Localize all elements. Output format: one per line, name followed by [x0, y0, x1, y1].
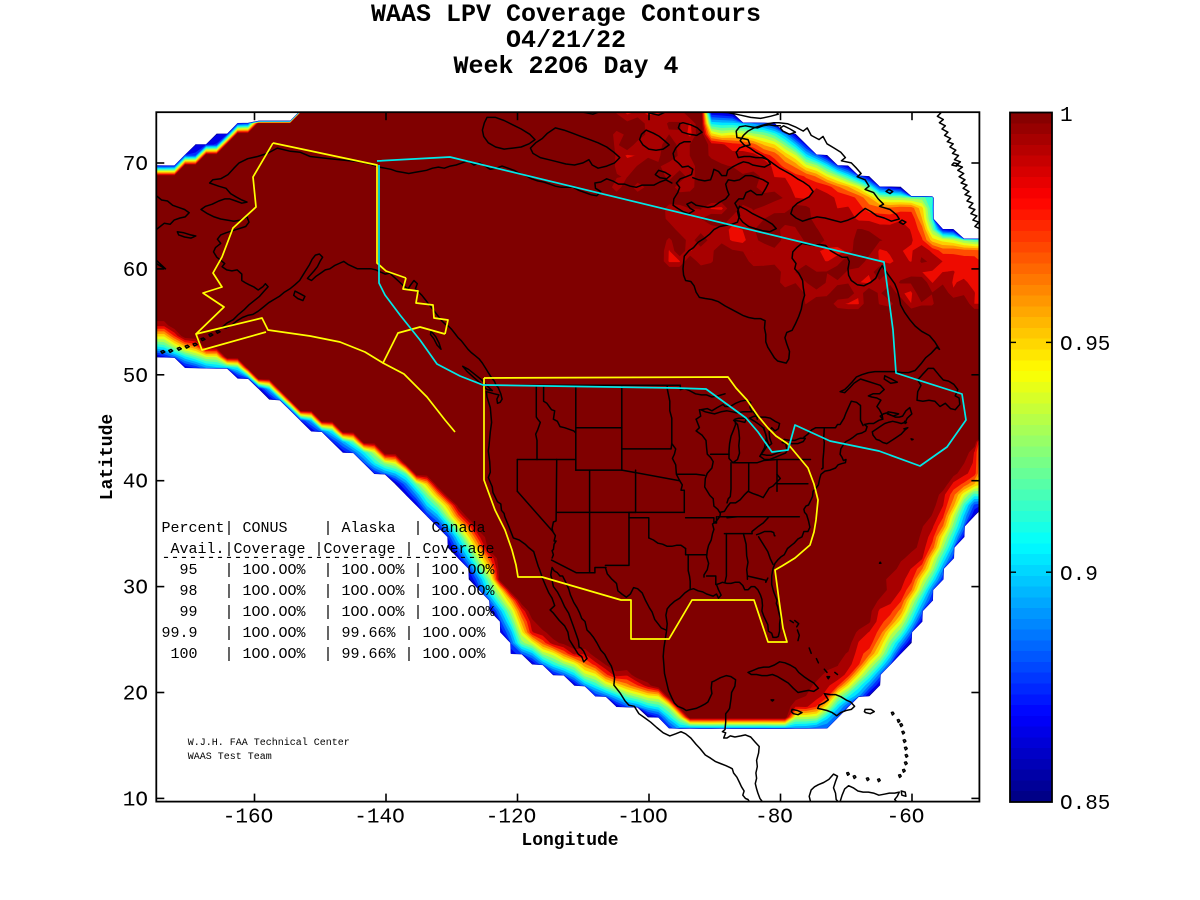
svg-text:-14O: -14O [354, 807, 404, 830]
svg-text:W.J.H. FAA Technical Center: W.J.H. FAA Technical Center [188, 737, 350, 749]
svg-text:WAAS LPV Coverage Contours: WAAS LPV Coverage Contours [371, 0, 761, 29]
svg-text:99 | 1OO.OO% | 1OO.OO% | 1O: 99 | 1OO.OO% | 1OO.OO% | 1OO.OO% [162, 604, 496, 621]
svg-text:-12O: -12O [486, 807, 536, 830]
svg-text:Percent| CONUS | Alaska |: Percent| CONUS | Alaska | Canada [162, 520, 486, 537]
svg-text:-16O: -16O [223, 807, 273, 830]
svg-text:O.85: O.85 [1060, 793, 1110, 816]
svg-text:5O: 5O [123, 366, 148, 389]
svg-text:O.9: O.9 [1060, 564, 1098, 587]
svg-text:7O: 7O [123, 154, 148, 177]
svg-text:WAAS Test Team: WAAS Test Team [188, 752, 272, 763]
svg-text:Latitude: Latitude [98, 414, 118, 500]
svg-text:------------------------------: ------------------------------------- [162, 550, 495, 567]
svg-text:Week 22O6 Day 4: Week 22O6 Day 4 [453, 52, 678, 81]
svg-text:95 | 1OO.OO% | 1OO.OO% | 1O: 95 | 1OO.OO% | 1OO.OO% | 1OO.OO% [162, 562, 496, 579]
svg-text:-1OO: -1OO [617, 807, 667, 830]
svg-text:O4/21/22: O4/21/22 [506, 26, 626, 55]
svg-text:2O: 2O [123, 684, 148, 707]
svg-text:Longitude: Longitude [521, 831, 618, 851]
svg-text:3O: 3O [123, 578, 148, 601]
svg-text:1: 1 [1060, 105, 1073, 128]
svg-text:-8O: -8O [755, 807, 793, 830]
svg-text:O.95: O.95 [1060, 334, 1110, 357]
svg-text:1O: 1O [123, 789, 148, 812]
svg-text:98 | 1OO.OO% | 1OO.OO% | 1O: 98 | 1OO.OO% | 1OO.OO% | 1OO.OO% [162, 583, 496, 600]
svg-text:-6O: -6O [887, 807, 925, 830]
svg-text:100 | 1OO.OO% | 99.66% | 1O: 100 | 1OO.OO% | 99.66% | 1OO.OO% [162, 646, 487, 663]
svg-text:99.9 | 1OO.OO% | 99.66% | 1: 99.9 | 1OO.OO% | 99.66% | 1OO.OO% [162, 625, 487, 642]
svg-text:4O: 4O [123, 472, 148, 495]
svg-text:Avail.|Coverage |Coverage | Co: Avail.|Coverage |Coverage | Coverage [162, 541, 495, 558]
svg-text:6O: 6O [123, 260, 148, 283]
